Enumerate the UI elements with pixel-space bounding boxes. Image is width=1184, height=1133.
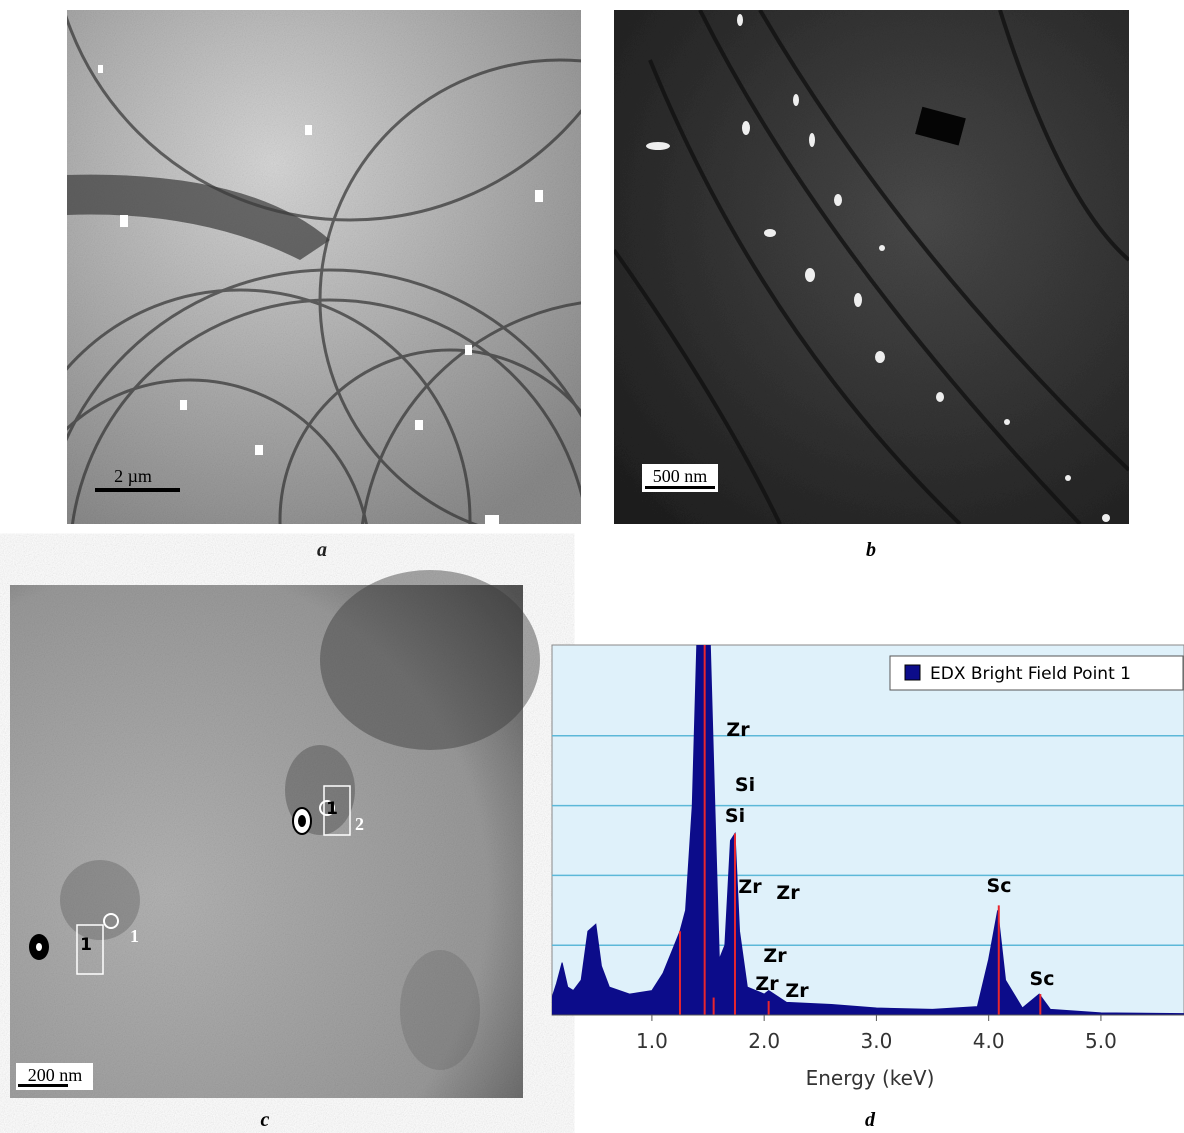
marker-label: 1 [326, 799, 338, 819]
legend-label: EDX Bright Field Point 1 [930, 664, 1131, 684]
x-tick-label: 3.0 [861, 1029, 893, 1053]
x-tick-label: 2.0 [748, 1029, 780, 1053]
peak-label: Zr [776, 882, 800, 904]
scale-label: 500 nm [653, 466, 708, 486]
scale-bar [95, 488, 180, 492]
scale-label: 200 nm [28, 1065, 83, 1085]
caption: a [317, 539, 327, 561]
micrograph-c [10, 570, 540, 1098]
x-tick-label: 4.0 [973, 1029, 1005, 1053]
peak-label: Si [725, 805, 745, 827]
x-tick-label: 1.0 [636, 1029, 668, 1053]
peak-label: Zr [785, 980, 809, 1002]
caption: c [261, 1109, 270, 1131]
figure: 2 µm a 500 nm b 1 1 1 2 200 nm c d Energ… [0, 0, 1184, 1133]
marker-label: 2 [355, 814, 364, 834]
caption: d [865, 1109, 876, 1131]
peak-label: Sc [1030, 968, 1055, 990]
micrograph-b [614, 10, 1129, 524]
x-axis-title: Energy (keV) [806, 1066, 935, 1090]
peak-label: Si [735, 774, 755, 796]
marker-label: 1 [80, 935, 92, 955]
peak-label: Sc [987, 875, 1012, 897]
peak-label: Zr [755, 973, 779, 995]
caption: b [866, 539, 876, 561]
legend-swatch [905, 665, 920, 680]
plot-background [552, 645, 1184, 1015]
scale-bar [645, 486, 715, 489]
peak-label: Zr [726, 719, 750, 741]
peak-label: Zr [763, 945, 787, 967]
marker-label: 1 [130, 926, 139, 946]
x-tick-label: 5.0 [1085, 1029, 1117, 1053]
scale-label: 2 µm [114, 466, 152, 486]
peak-label: Zr [738, 876, 762, 898]
